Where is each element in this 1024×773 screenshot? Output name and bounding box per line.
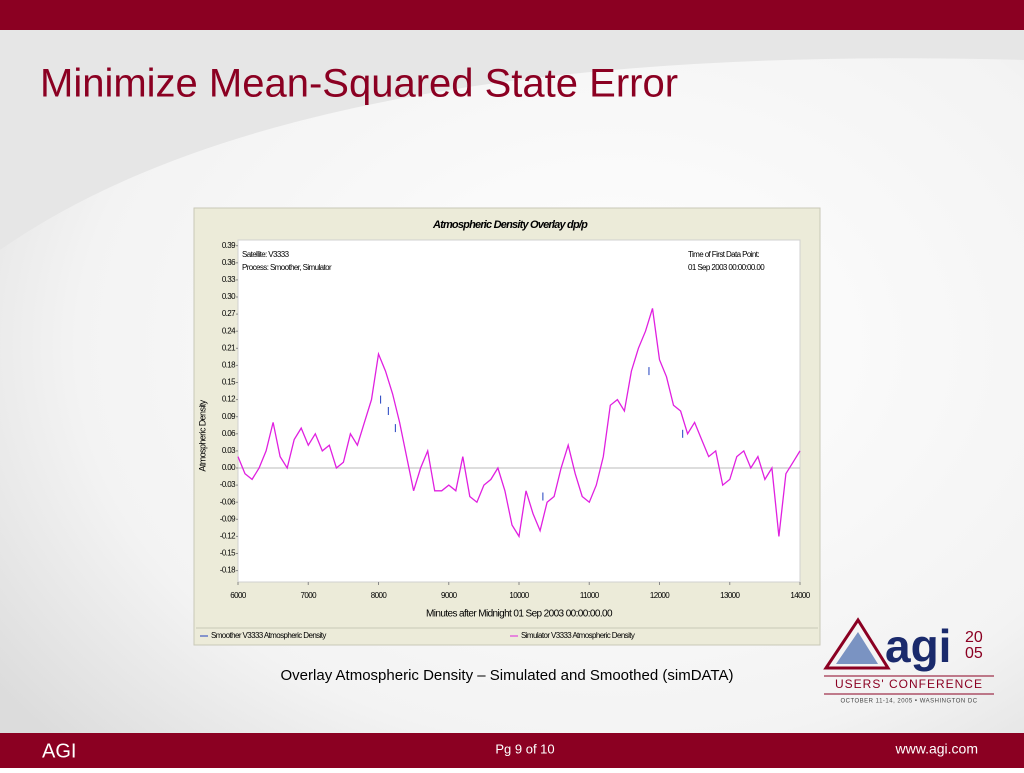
slide-title: Minimize Mean-Squared State Error [40, 62, 678, 106]
caption: Overlay Atmospheric Density ‒ Simulated … [281, 667, 734, 684]
x-tick-label: 7000 [301, 591, 318, 600]
logo-year: 05 [965, 645, 983, 662]
y-tick-label: 0.03 [222, 446, 236, 455]
x-axis-label: Minutes after Midnight 01 Sep 2003 00:00… [426, 609, 613, 620]
footer-right: www.agi.com [895, 741, 978, 757]
logo-word: agi [885, 620, 951, 672]
y-tick-label: 0.12 [222, 395, 236, 404]
y-tick-label: 0.18 [222, 361, 236, 370]
bottom-bar [0, 733, 1024, 768]
logo-triangle [823, 617, 891, 670]
y-tick-label: 0.33 [222, 275, 236, 284]
y-tick-label: 0.39 [222, 241, 236, 250]
y-tick-label: -0.06 [220, 497, 236, 506]
y-tick-label: -0.18 [220, 566, 236, 575]
x-tick-label: 6000 [230, 591, 247, 600]
footer-left: AGI [42, 740, 76, 762]
x-tick-label: 14000 [790, 591, 810, 600]
x-tick-label: 9000 [441, 591, 458, 600]
plot-area [237, 239, 801, 583]
y-tick-label: -0.15 [220, 549, 236, 558]
legend-label: Simulator V3333 Atmospheric Density [521, 631, 635, 640]
swoosh [0, 30, 1024, 250]
logo-line1: USERS' CONFERENCE [835, 677, 983, 691]
y-axis-label: Atmospheric Density [197, 399, 207, 471]
chart-title: Atmospheric Density Overlay dp/p [432, 219, 588, 231]
legend-label: Smoother V3333 Atmospheric Density [211, 631, 326, 640]
x-tick-label: 13000 [720, 591, 740, 600]
y-tick-label: 0.15 [222, 378, 236, 387]
x-tick-label: 11000 [580, 591, 600, 600]
footer-center: Pg 9 of 10 [495, 741, 554, 756]
logo-triangle-inner [836, 632, 878, 664]
y-tick-label: 0.00 [222, 463, 236, 472]
y-tick-label: -0.12 [220, 532, 236, 541]
y-tick-label: 0.27 [222, 309, 236, 318]
y-tick-label: 0.24 [222, 326, 236, 335]
y-tick-label: 0.06 [222, 429, 236, 438]
y-tick-label: -0.09 [220, 514, 236, 523]
logo-year: 20 [965, 629, 983, 646]
x-tick-label: 10000 [509, 591, 529, 600]
y-tick-label: 0.30 [222, 292, 236, 301]
annotation: Satellite: V3333 [242, 250, 290, 259]
y-tick-label: 0.09 [222, 412, 236, 421]
y-tick-label: 0.21 [222, 343, 236, 352]
logo-line2: OCTOBER 11-14, 2005 • WASHINGTON DC [840, 699, 977, 705]
top-bar [0, 0, 1024, 30]
x-tick-label: 12000 [650, 591, 670, 600]
simulator-line [237, 308, 801, 539]
y-tick-label: 0.36 [222, 258, 236, 267]
x-tick-label: 8000 [371, 591, 388, 600]
annotation: Process: Smoother, Simulator [242, 263, 332, 272]
annotation: Time of First Data Point: [688, 250, 759, 259]
logo: agi 20 05 USERS' CONFERENCE OCTOBER 11-1… [823, 617, 994, 705]
y-tick-label: -0.03 [220, 480, 236, 489]
annotation: 01 Sep 2003 00:00:00.00 [688, 263, 765, 272]
